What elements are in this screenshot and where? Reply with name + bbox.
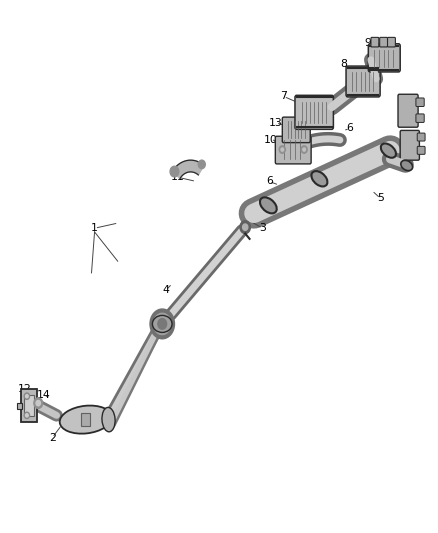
Circle shape: [170, 166, 179, 177]
Text: 15: 15: [389, 155, 403, 165]
Circle shape: [240, 221, 251, 233]
FancyBboxPatch shape: [416, 98, 424, 107]
Circle shape: [25, 414, 28, 417]
Text: 6: 6: [266, 176, 272, 187]
FancyBboxPatch shape: [371, 37, 379, 47]
FancyBboxPatch shape: [388, 37, 396, 47]
Text: 10: 10: [264, 135, 277, 145]
Text: 5: 5: [412, 110, 419, 120]
FancyBboxPatch shape: [400, 131, 420, 160]
Circle shape: [24, 412, 29, 418]
Circle shape: [25, 394, 28, 398]
Text: 3: 3: [259, 223, 266, 233]
Text: 4: 4: [162, 286, 169, 295]
Text: 2: 2: [49, 433, 56, 443]
Ellipse shape: [311, 171, 328, 187]
FancyBboxPatch shape: [417, 147, 425, 155]
FancyBboxPatch shape: [368, 44, 400, 72]
Circle shape: [198, 160, 205, 168]
Text: 9: 9: [364, 38, 371, 48]
Circle shape: [243, 224, 248, 230]
FancyBboxPatch shape: [17, 402, 21, 409]
Ellipse shape: [102, 407, 115, 432]
Circle shape: [301, 146, 307, 154]
FancyBboxPatch shape: [417, 133, 425, 141]
Circle shape: [36, 400, 40, 406]
Text: 6: 6: [412, 142, 419, 152]
FancyBboxPatch shape: [346, 66, 380, 97]
Text: 5: 5: [377, 193, 384, 204]
FancyBboxPatch shape: [398, 94, 418, 127]
Circle shape: [34, 398, 42, 408]
Polygon shape: [172, 160, 204, 179]
Ellipse shape: [401, 160, 413, 171]
FancyBboxPatch shape: [81, 413, 90, 426]
Text: 1: 1: [91, 223, 98, 233]
Circle shape: [158, 319, 166, 329]
FancyBboxPatch shape: [416, 114, 424, 123]
Text: 6: 6: [346, 123, 353, 133]
Ellipse shape: [381, 143, 396, 158]
FancyBboxPatch shape: [380, 37, 388, 47]
FancyBboxPatch shape: [24, 395, 34, 416]
FancyBboxPatch shape: [276, 136, 311, 164]
Circle shape: [150, 309, 174, 339]
Text: 12: 12: [18, 384, 32, 394]
FancyBboxPatch shape: [21, 389, 37, 422]
FancyBboxPatch shape: [295, 95, 333, 130]
Circle shape: [153, 313, 171, 335]
FancyBboxPatch shape: [283, 117, 310, 143]
Circle shape: [24, 393, 29, 399]
Circle shape: [281, 148, 284, 151]
Text: 7: 7: [280, 91, 287, 101]
Circle shape: [279, 146, 286, 154]
Text: 13: 13: [269, 118, 283, 128]
Text: 14: 14: [37, 390, 50, 400]
Circle shape: [303, 148, 305, 151]
Ellipse shape: [260, 197, 277, 213]
Text: 8: 8: [340, 60, 347, 69]
Text: 11: 11: [171, 172, 184, 182]
Ellipse shape: [60, 406, 112, 434]
